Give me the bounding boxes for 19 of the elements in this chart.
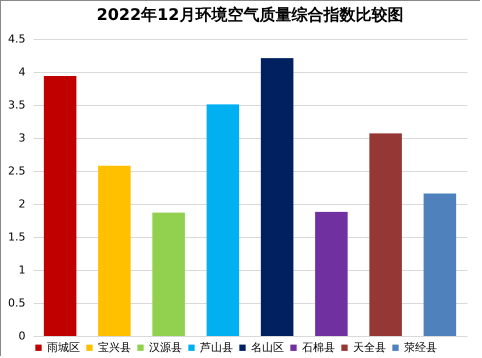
legend-label: 宝兴县: [98, 340, 131, 354]
y-tick-label: 0.5: [8, 296, 26, 310]
y-tick-label: 1: [18, 264, 26, 276]
y-tick-label: 2: [18, 198, 26, 210]
y-tick-label: 2.5: [8, 164, 26, 178]
legend-label: 雨城区: [47, 340, 80, 354]
y-tick-label: 3.5: [8, 98, 26, 112]
legend-label: 汉源县: [149, 340, 182, 354]
y-tick-label: 3: [18, 132, 26, 144]
legend-label: 荥经县: [404, 340, 437, 354]
chart-title: 2022年12月环境空气质量综合指数比较图: [96, 5, 404, 24]
legend-label: 石棉县: [302, 340, 335, 354]
legend-label: 天全县: [353, 340, 386, 354]
legend-label: 芦山县: [200, 340, 233, 354]
y-tick-label: 4: [18, 66, 26, 78]
legend-label: 名山区: [251, 340, 284, 354]
y-tick-label: 4.5: [8, 32, 26, 46]
y-tick-label: 0: [18, 330, 26, 342]
y-tick-label: 1.5: [8, 230, 26, 244]
